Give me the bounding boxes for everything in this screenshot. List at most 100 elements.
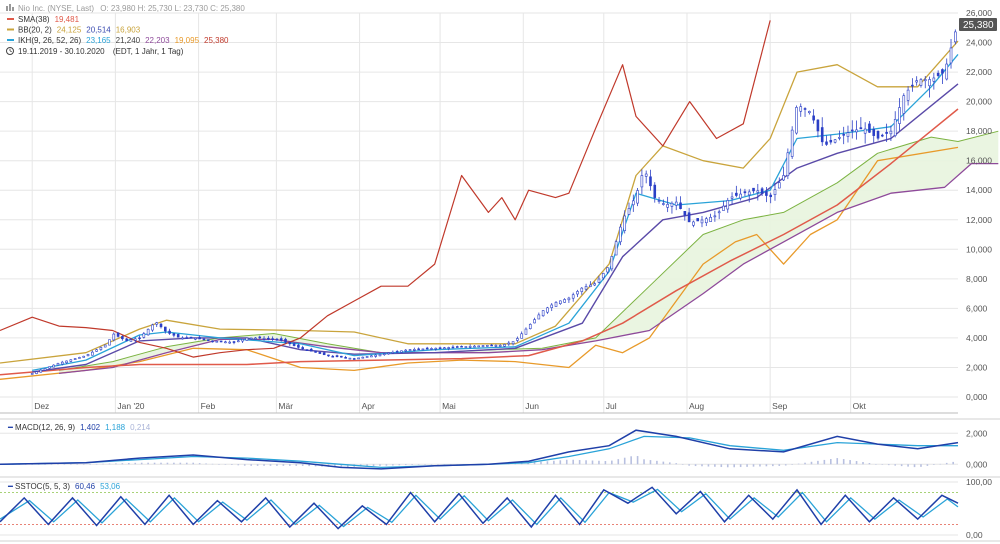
candle-body (408, 349, 412, 351)
legend-value: 53,06 (100, 482, 121, 491)
macd-histogram-bar (450, 464, 452, 465)
candle-body (704, 218, 708, 224)
macd-histogram-bar (63, 464, 66, 465)
candle-body (859, 127, 863, 130)
macd-histogram-bar (102, 463, 104, 465)
candle-body (696, 218, 700, 222)
macd-histogram-bar (630, 456, 632, 465)
macd-histogram-bar (926, 464, 929, 466)
candle-body (39, 369, 43, 373)
instrument-name: Nio Inc. (NYSE, Last) (18, 4, 94, 13)
candle-body (425, 347, 429, 350)
kijun-line (32, 83, 959, 373)
candle-body (902, 95, 906, 114)
legend-swatch: ━ (7, 482, 15, 491)
macd-histogram-bar (334, 464, 336, 468)
legend-entry: BB(20, 2) 24,125 20,514 16,903 (18, 26, 141, 35)
macd-histogram-bar (952, 461, 954, 465)
macd-panel[interactable]: 2,000 0,000 ━ MACD(12, 26, 9) 1,402 1,188 0,… (0, 423, 988, 470)
candle-body (374, 354, 377, 357)
macd-histogram-bar (166, 462, 169, 465)
candle-body (271, 338, 274, 340)
legend-swatch (7, 18, 14, 20)
candle-body (679, 202, 682, 209)
candle-body (387, 352, 390, 355)
macd-histogram-bar (855, 461, 858, 465)
legend-value: 16,903 (116, 26, 141, 35)
macd-histogram-bar (205, 463, 207, 465)
candle-body (855, 129, 858, 133)
candle-body (181, 337, 184, 340)
price-panel[interactable]: 26,000 24,000 22,000 20,000 18,000 16,000 14,0… (0, 8, 999, 413)
candle-body (344, 357, 347, 359)
candle-body (571, 294, 575, 299)
candle-body (816, 119, 820, 132)
candle-body (554, 301, 558, 307)
macd-histogram-bar (862, 462, 864, 465)
macd-histogram-bar (707, 464, 710, 467)
macd-histogram-bar (173, 462, 175, 465)
candle-body (284, 338, 287, 343)
candle-body (881, 134, 884, 137)
macd-histogram-bar (746, 464, 748, 467)
x-tick-label: Mai (442, 401, 456, 411)
macd-histogram-bar (772, 464, 774, 467)
candle-body (254, 337, 257, 340)
candle-body (674, 201, 678, 206)
macd-histogram-bar (424, 464, 426, 465)
candle-body (206, 339, 210, 341)
macd-histogram-bar (598, 460, 600, 465)
macd-histogram-bar (385, 464, 388, 466)
x-tick-label: Sep (772, 401, 787, 411)
candle-body (576, 291, 579, 295)
sstoc-tick-label: 100,00 (966, 477, 992, 487)
candle-body (756, 190, 760, 193)
candle-body (537, 314, 541, 320)
legend-entry: SMA(38) 19,481 (18, 15, 80, 24)
macd-lines (0, 429, 959, 470)
candle-body (700, 219, 704, 224)
candle-body (559, 300, 562, 304)
candle-body (103, 344, 107, 348)
candle-body (829, 139, 833, 143)
macd-histogram-bar (830, 458, 832, 465)
macd-histogram-bar (688, 464, 690, 466)
date-range: 19.11.2019 - 30.10.2020 (18, 47, 105, 56)
candle-body (657, 200, 661, 202)
candle-body (348, 357, 352, 360)
candle-body (228, 341, 232, 344)
macd-histogram-bar (572, 459, 574, 465)
candle-body (838, 137, 841, 139)
candle-body (567, 297, 571, 301)
candle-body (451, 346, 455, 349)
candle-body (597, 278, 601, 283)
candle-body (340, 355, 343, 358)
macd-histogram-bar (269, 464, 272, 466)
candle-body (773, 189, 777, 195)
legend-label: IKH(9, 26, 52, 26) (18, 36, 81, 45)
candle-body (138, 337, 141, 340)
candle-body (627, 208, 631, 215)
macd-histogram-bar (720, 464, 723, 468)
candle-body (898, 107, 901, 124)
candle-body (309, 348, 313, 352)
candle-body (417, 348, 420, 351)
candle-body (893, 119, 897, 136)
sstoc-panel[interactable]: 100,00 0,00 ━ SSTOC(5, 5, 3) 60,46 53,06 (0, 477, 992, 540)
legend-value: 20,514 (86, 26, 111, 35)
x-tick-label: Mär (278, 401, 293, 411)
macd-histogram-bar (31, 464, 34, 465)
cloud-fill (59, 131, 999, 374)
candle-body (211, 340, 214, 343)
candle-body (563, 299, 566, 303)
macd-histogram-bar (404, 464, 407, 466)
candle-body (640, 175, 644, 188)
candle-body (297, 344, 300, 348)
macd-histogram-bar (887, 464, 890, 466)
macd-histogram-bar (604, 461, 607, 465)
chikou-line (0, 20, 771, 358)
candle-body (709, 216, 712, 222)
candle-body (722, 205, 725, 211)
candle-body (803, 108, 807, 110)
